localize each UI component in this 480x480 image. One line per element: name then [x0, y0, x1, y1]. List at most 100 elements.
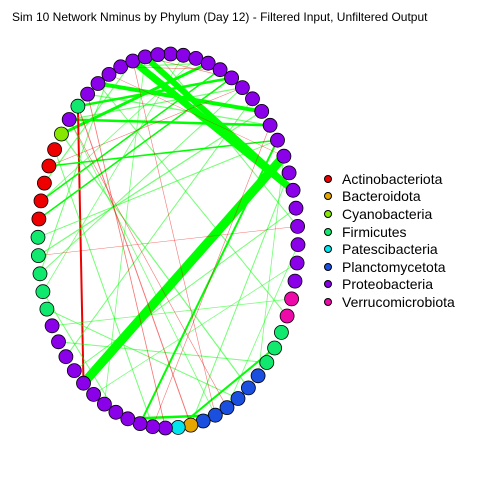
- legend-item: Planctomycetota: [324, 258, 455, 276]
- legend-swatch: [324, 227, 332, 236]
- legend-label: Cyanobacteria: [342, 205, 433, 222]
- positive-edge: [74, 207, 297, 372]
- network-node: [254, 104, 270, 119]
- network-node: [290, 237, 306, 253]
- positive-edge: [48, 139, 278, 167]
- network-node: [47, 142, 62, 158]
- network-node: [234, 80, 250, 95]
- positive-edge: [65, 98, 253, 357]
- legend-label: Proteobacteria: [342, 276, 434, 293]
- legend-swatch: [324, 192, 332, 201]
- legend-swatch: [324, 245, 332, 254]
- network-node: [219, 400, 235, 416]
- positive-edge: [226, 244, 299, 408]
- nodes-layer: [30, 46, 306, 436]
- legend-item: Firmicutes: [324, 223, 455, 241]
- positive-edge: [37, 139, 278, 238]
- legend-label: Bacteroidota: [342, 188, 421, 205]
- legend-swatch: [324, 262, 332, 271]
- positive-edge: [157, 54, 298, 227]
- network-node: [200, 55, 216, 71]
- network-node: [31, 211, 47, 227]
- network-node: [230, 391, 246, 406]
- network-node: [125, 53, 141, 69]
- network-node: [289, 255, 305, 271]
- network-node: [120, 411, 136, 427]
- network-node: [132, 416, 148, 432]
- network-node: [33, 193, 49, 209]
- network-node: [290, 218, 306, 234]
- network-node: [35, 284, 51, 300]
- network-node: [279, 308, 295, 324]
- network-node: [270, 132, 285, 148]
- negative-edge: [76, 106, 85, 384]
- network-node: [281, 165, 297, 181]
- positive-edge: [42, 55, 184, 292]
- negative-edge: [108, 74, 285, 157]
- legend-item: Bacteroidota: [324, 188, 455, 206]
- network-node: [108, 404, 124, 420]
- network-node: [163, 46, 179, 62]
- network-node: [150, 47, 166, 62]
- positive-edge: [60, 61, 209, 136]
- network-node: [157, 420, 173, 436]
- network-node: [188, 51, 204, 66]
- network-node: [240, 380, 256, 396]
- negative-edge: [77, 106, 192, 426]
- positive-edge: [54, 149, 154, 427]
- network-node: [183, 417, 199, 433]
- network-node: [32, 266, 48, 282]
- positive-edge: [52, 298, 292, 327]
- network-node: [54, 126, 69, 142]
- legend-swatch: [324, 209, 332, 218]
- network-node: [245, 91, 260, 107]
- network-node: [273, 324, 289, 340]
- legend-item: Verrucomicrobiota: [324, 293, 455, 311]
- network-node: [276, 148, 292, 164]
- positive-edge: [68, 119, 216, 416]
- network-node: [90, 76, 106, 91]
- network-node: [195, 413, 211, 429]
- legend: Actinobacteriota Bacteroidota Cyanobacteri…: [324, 170, 455, 311]
- network-node: [30, 229, 46, 245]
- negative-edge: [87, 94, 166, 429]
- positive-edge: [97, 81, 263, 114]
- network-node: [51, 334, 66, 350]
- network-node: [285, 182, 301, 198]
- legend-label: Planctomycetota: [342, 258, 446, 275]
- negative-edge: [152, 125, 271, 427]
- legend-item: Proteobacteria: [324, 276, 455, 294]
- positive-edge: [39, 74, 110, 274]
- legend-swatch: [324, 280, 332, 289]
- network-node: [31, 248, 46, 264]
- network-node: [66, 363, 82, 379]
- network-node: [86, 386, 101, 402]
- network-node: [287, 273, 303, 289]
- legend-swatch: [324, 174, 332, 183]
- positive-edge: [69, 87, 243, 121]
- network-node: [175, 47, 191, 63]
- network-node: [58, 349, 74, 365]
- network-node: [37, 175, 52, 191]
- network-node: [76, 375, 91, 391]
- negative-edge: [120, 66, 221, 70]
- network-node: [288, 200, 304, 216]
- network-node: [97, 396, 112, 412]
- legend-label: Verrucomicrobiota: [342, 293, 455, 310]
- positive-edge: [39, 87, 243, 275]
- positive-edge: [40, 69, 221, 202]
- legend-item: Cyanobacteria: [324, 205, 455, 223]
- negative-edge: [38, 226, 298, 256]
- network-node: [39, 301, 55, 317]
- network-node: [113, 59, 129, 75]
- positive-edge: [42, 291, 117, 413]
- network-node: [80, 86, 95, 102]
- network-node: [41, 158, 57, 174]
- network-node: [145, 419, 161, 435]
- network-node: [137, 49, 153, 65]
- positive-edge: [257, 156, 285, 376]
- positive-edge: [40, 58, 197, 202]
- network-node: [101, 67, 117, 82]
- legend-swatch: [324, 297, 332, 306]
- network-node: [70, 98, 86, 114]
